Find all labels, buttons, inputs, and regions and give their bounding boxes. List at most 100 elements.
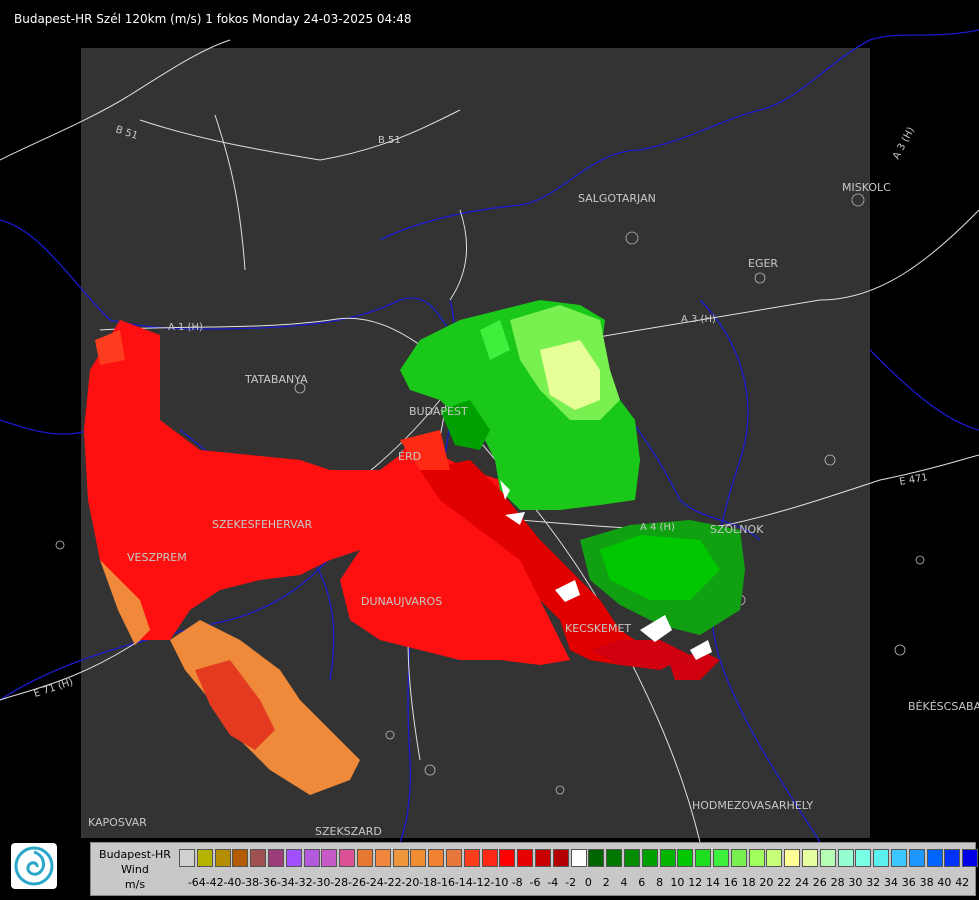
legend-swatch bbox=[552, 849, 569, 867]
legend-tick-label: 40 bbox=[937, 876, 952, 889]
legend-swatch bbox=[303, 849, 320, 867]
city-label-szekszard: SZEKSZARD bbox=[315, 825, 382, 838]
road-label-e471: E 471 bbox=[899, 472, 929, 488]
legend-tick-label: -40 bbox=[223, 876, 242, 889]
legend-swatch bbox=[481, 849, 498, 867]
legend-swatch bbox=[535, 849, 551, 867]
city-label-dunaujvaros: DUNAUJVAROS bbox=[361, 595, 442, 608]
legend-tick-label: -14 bbox=[454, 876, 473, 889]
legend-swatch bbox=[499, 849, 516, 867]
legend-swatch bbox=[908, 849, 925, 867]
legend-swatch bbox=[214, 849, 231, 867]
legend-swatch bbox=[463, 849, 480, 867]
legend-tick-label: -42 bbox=[205, 876, 224, 889]
legend-tick-label: -12 bbox=[472, 876, 491, 889]
legend-swatch bbox=[339, 849, 356, 867]
radar-map[interactable]: SALGOTARJAN EGER MISKOLC TATABANYA BUDAP… bbox=[0, 0, 979, 842]
legend-swatch bbox=[196, 849, 213, 867]
legend-tick-label: -8 bbox=[511, 876, 523, 889]
legend-unit: m/s bbox=[124, 878, 146, 891]
legend-tick-label: 30 bbox=[848, 876, 863, 889]
road-label-a1: A 1 (H) bbox=[168, 322, 203, 333]
city-label-kaposvar: KAPOSVAR bbox=[88, 816, 147, 829]
legend-swatch bbox=[641, 849, 658, 867]
legend-swatch bbox=[446, 849, 462, 867]
legend-tick-label: -20 bbox=[401, 876, 420, 889]
radar-title: Budapest-HR Szél 120km (m/s) 1 fokos Mon… bbox=[14, 12, 412, 26]
legend-tick-label: -30 bbox=[312, 876, 331, 889]
legend-swatch bbox=[624, 849, 640, 867]
legend-tick-label: 2 bbox=[602, 876, 610, 889]
legend-label: Budapest-HR Wind m/s bbox=[91, 847, 179, 892]
legend-swatch bbox=[250, 849, 267, 867]
legend-swatch bbox=[748, 849, 765, 867]
road-label-a3-northeast: A 3 (H) bbox=[891, 125, 917, 161]
legend-tick-label: -64 bbox=[187, 876, 206, 889]
legend-swatch bbox=[357, 849, 373, 867]
legend-swatch bbox=[926, 849, 943, 867]
legend-swatch bbox=[713, 849, 729, 867]
legend-swatch bbox=[766, 849, 783, 867]
legend-tick-label: 20 bbox=[759, 876, 774, 889]
legend-swatch bbox=[659, 849, 676, 867]
legend-swatch bbox=[819, 849, 836, 867]
legend-tick-label: -18 bbox=[419, 876, 438, 889]
radar-echoes-zero bbox=[500, 480, 712, 660]
legend-station: Budapest-HR bbox=[99, 848, 171, 861]
legend-swatch bbox=[695, 849, 712, 867]
legend-swatch bbox=[321, 849, 338, 867]
legend-swatch bbox=[570, 849, 587, 867]
legend-tick-label: -10 bbox=[490, 876, 509, 889]
legend-swatch bbox=[802, 849, 818, 867]
city-label-hodmezovasarhely: HODMEZOVASARHELY bbox=[692, 799, 813, 812]
legend-tick-label: 38 bbox=[919, 876, 934, 889]
city-label-szekesfehervar: SZEKESFEHERVAR bbox=[212, 518, 313, 531]
city-label-veszprem: VESZPREM bbox=[127, 551, 187, 564]
legend-swatch bbox=[873, 849, 890, 867]
legend-swatch bbox=[606, 849, 623, 867]
legend-tick-label: 32 bbox=[866, 876, 881, 889]
legend-tick-label: -16 bbox=[437, 876, 455, 889]
legend-swatch bbox=[232, 849, 249, 867]
legend-tick-label: 10 bbox=[670, 876, 685, 889]
legend-tick-label: 0 bbox=[584, 876, 592, 889]
legend-tick-label: 18 bbox=[741, 876, 756, 889]
road-label-a3: A 3 (H) bbox=[681, 314, 716, 325]
legend-swatch bbox=[428, 849, 445, 867]
road-label-b51-east: B 51 bbox=[378, 135, 401, 146]
legend-tick-label: 34 bbox=[884, 876, 898, 889]
legend-tick-label: -6 bbox=[529, 876, 541, 889]
legend-tick-label: 6 bbox=[638, 876, 646, 889]
legend-tick-label: 42 bbox=[955, 876, 970, 889]
legend-swatch bbox=[730, 849, 747, 867]
legend-swatch bbox=[677, 849, 694, 867]
legend-tick-label: 36 bbox=[901, 876, 916, 889]
road-label-a4: A 4 (H) bbox=[640, 522, 675, 533]
legend-tick-label: -34 bbox=[276, 876, 295, 889]
legend-swatch bbox=[588, 849, 605, 867]
legend-swatch bbox=[784, 849, 801, 867]
legend-swatch bbox=[517, 849, 534, 867]
legend-tick-label: -2 bbox=[565, 876, 577, 889]
legend-tick-label: 16 bbox=[723, 876, 738, 889]
legend-tick-label: -24 bbox=[365, 876, 384, 889]
legend-swatch bbox=[855, 849, 872, 867]
legend-swatch bbox=[268, 849, 284, 867]
legend-tick-label: 14 bbox=[706, 876, 720, 889]
legend-swatch bbox=[962, 849, 979, 867]
legend-tick-label: 22 bbox=[777, 876, 792, 889]
legend-swatch bbox=[944, 849, 961, 867]
legend-tick-label: 4 bbox=[620, 876, 628, 889]
radar-echoes-positive bbox=[400, 300, 745, 635]
legend-swatch bbox=[392, 849, 409, 867]
legend-tick-label: 28 bbox=[830, 876, 845, 889]
city-label-erd: ÉRD bbox=[398, 450, 421, 463]
legend-tick-label: -38 bbox=[241, 876, 260, 889]
legend-tick-label: 8 bbox=[656, 876, 664, 889]
city-label-budapest: BUDAPEST bbox=[409, 405, 468, 418]
legend-tick-label: -22 bbox=[383, 876, 402, 889]
legend-tick-label: -32 bbox=[294, 876, 313, 889]
velocity-legend: Budapest-HR Wind m/s -64 -42 -40 -38 -36 -34-… bbox=[90, 842, 979, 896]
city-label-miskolc: MISKOLC bbox=[842, 181, 891, 194]
